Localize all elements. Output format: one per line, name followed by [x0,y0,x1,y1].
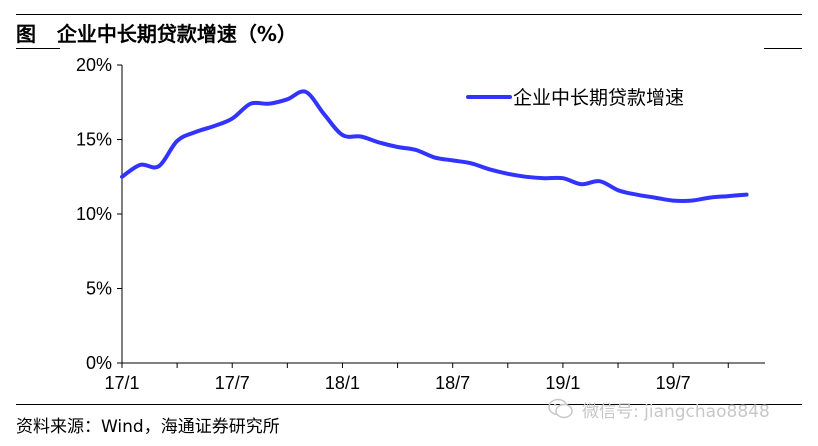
x-tick-label: 18/1 [325,373,360,393]
y-tick-label: 10% [76,204,112,224]
x-tick-label: 17/7 [215,373,250,393]
top-rule [16,14,802,15]
y-tick-label: 0% [86,353,112,373]
y-tick-label: 20% [76,55,112,75]
source-note: 资料来源：Wind，海通证券研究所 [16,417,280,437]
x-tick-label: 19/1 [545,373,580,393]
title-rule-left [16,48,60,49]
series-line [120,89,749,203]
x-tick-label: 17/1 [104,373,139,393]
x-tick-label: 19/7 [656,373,691,393]
y-tick-label: 15% [76,130,112,150]
y-tick-label: 5% [86,279,112,299]
wechat-icon [548,398,573,419]
watermark: 微信号: jiangchao8848 [548,396,770,422]
figure-title: 图 企业中长期贷款增速（%） [16,22,297,46]
x-tick-label: 18/7 [435,373,470,393]
legend-label: 企业中长期贷款增速 [513,87,684,109]
watermark-text: 微信号: jiangchao8848 [582,401,770,422]
bottom-rule [16,404,802,405]
title-rule-right [764,48,802,49]
